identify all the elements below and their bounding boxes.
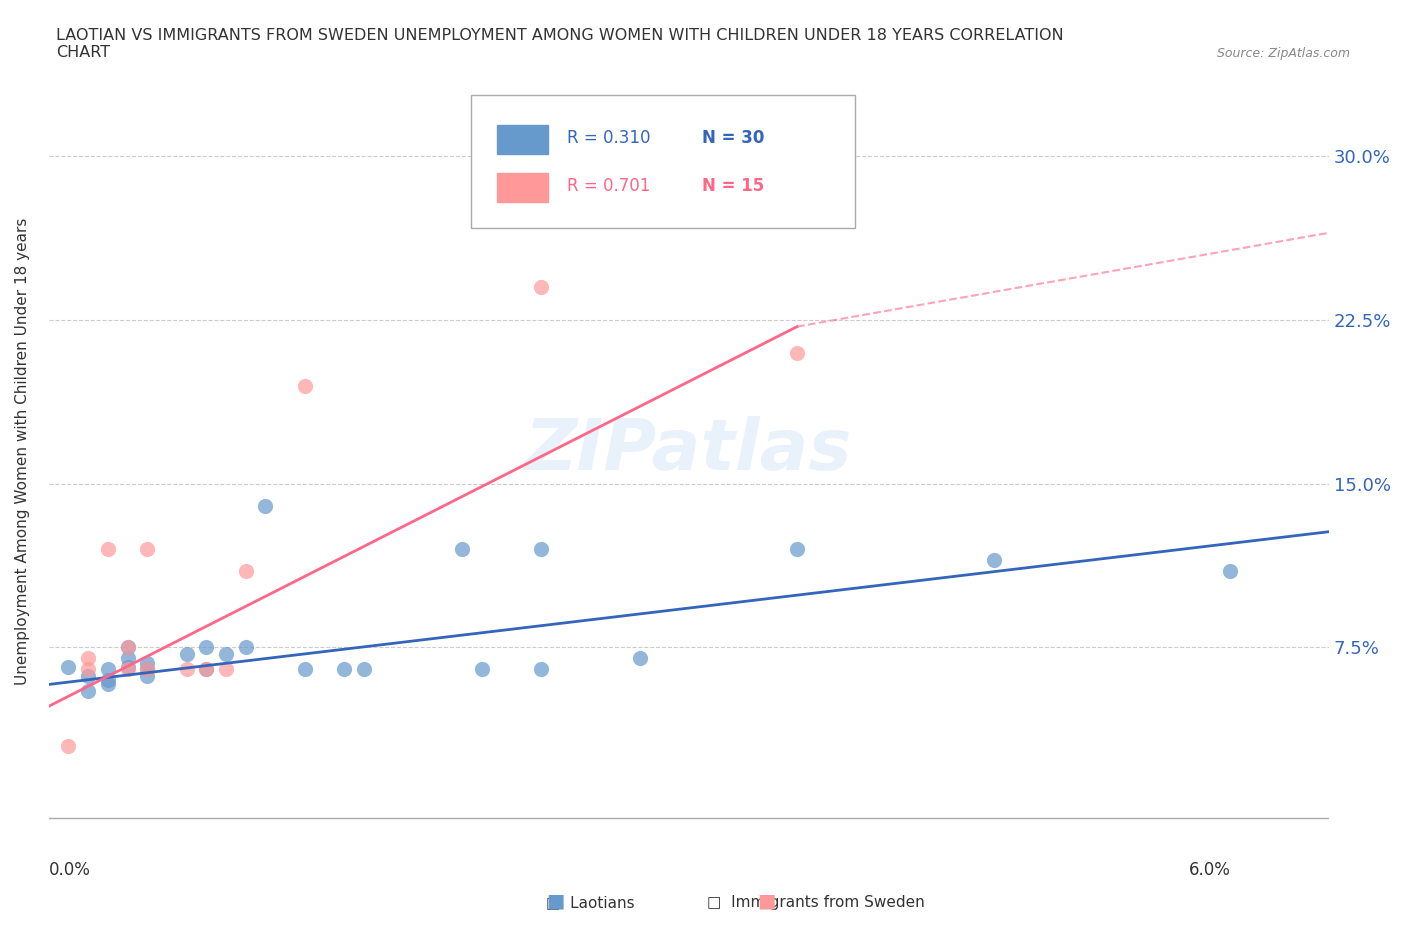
Point (215, 662, 238, 677)
Point (97, 542, 120, 557)
Point (333, 662, 356, 677)
Point (983, 552, 1005, 567)
Text: LAOTIAN VS IMMIGRANTS FROM SWEDEN UNEMPLOYMENT AMONG WOMEN WITH CHILDREN UNDER 1: LAOTIAN VS IMMIGRANTS FROM SWEDEN UNEMPL… (56, 28, 1064, 60)
Y-axis label: Unemployment Among Women with Children Under 18 years: Unemployment Among Women with Children U… (15, 218, 30, 684)
Point (117, 662, 139, 677)
Point (136, 669, 159, 684)
Point (786, 542, 808, 557)
Point (195, 640, 218, 655)
Text: Source: ZipAtlas.com: Source: ZipAtlas.com (1216, 46, 1350, 60)
Point (707, 149, 730, 164)
Point (195, 662, 218, 677)
Text: ■: ■ (756, 892, 776, 910)
Point (176, 662, 198, 677)
Text: N = 15: N = 15 (702, 178, 763, 195)
Text: □  Immigrants from Sweden: □ Immigrants from Sweden (707, 895, 924, 910)
Point (117, 640, 139, 655)
Point (77, 684, 100, 698)
Point (530, 280, 553, 295)
Point (58, 659, 80, 674)
Text: ZIPatlas: ZIPatlas (524, 417, 852, 485)
FancyBboxPatch shape (471, 95, 855, 229)
Bar (496, 125, 548, 154)
Point (471, 662, 494, 677)
Point (195, 662, 218, 677)
Point (786, 345, 808, 360)
Text: □  Laotians: □ Laotians (546, 895, 636, 910)
Text: R = 0.310: R = 0.310 (567, 129, 651, 147)
Point (1219, 564, 1241, 578)
Point (117, 659, 139, 674)
Point (77, 662, 100, 677)
Point (451, 542, 474, 557)
Point (97, 662, 120, 677)
Point (136, 662, 159, 677)
Text: N = 30: N = 30 (702, 129, 763, 147)
Text: R = 0.701: R = 0.701 (567, 178, 651, 195)
Point (254, 498, 277, 513)
Text: 0.0%: 0.0% (49, 861, 90, 879)
Point (215, 646, 238, 661)
Point (294, 379, 316, 393)
Point (176, 646, 198, 661)
Point (117, 640, 139, 655)
Point (77, 651, 100, 666)
Text: 6.0%: 6.0% (1188, 861, 1230, 879)
Point (97, 677, 120, 692)
Point (235, 640, 257, 655)
Point (294, 662, 316, 677)
Bar (496, 173, 548, 203)
Text: ■: ■ (546, 892, 565, 910)
Point (58, 738, 80, 753)
Point (136, 542, 159, 557)
Point (235, 564, 257, 578)
Point (353, 662, 375, 677)
Point (77, 669, 100, 684)
Point (530, 542, 553, 557)
Point (136, 655, 159, 670)
Point (136, 662, 159, 677)
Point (117, 651, 139, 666)
Point (530, 662, 553, 677)
Point (97, 672, 120, 687)
Point (628, 651, 651, 666)
